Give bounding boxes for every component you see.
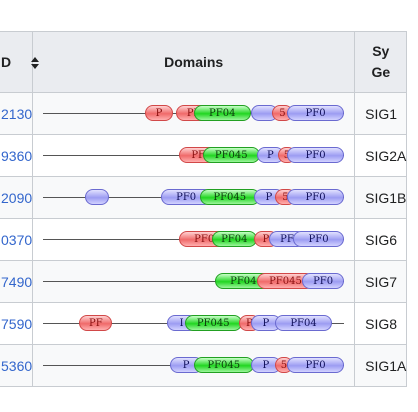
id-cell: 5360	[0, 344, 34, 387]
domain-pill[interactable]: PF045	[184, 315, 242, 331]
domain-track: PF04 PF045 PF0	[33, 261, 354, 302]
domains-cell: PF0 PF045 P 5 PF0	[32, 176, 356, 219]
symbol-cell: SIG7	[354, 260, 408, 303]
domains-cell: PFPF045P5PF0	[32, 134, 356, 177]
column-header-symbol-line1: Sy	[372, 43, 390, 59]
sequence-line	[43, 281, 345, 282]
domain-pill[interactable]: PF0	[292, 231, 345, 247]
table-row: 2090 PF0 PF045 P 5 PF0 SIG1B	[0, 176, 408, 219]
gene-symbol: SIG7	[365, 273, 398, 290]
domain-pill[interactable]: PF0	[302, 273, 345, 289]
domain-pill[interactable]: P	[256, 147, 284, 163]
table-body: 2130PPFPF045PF0SIG19360PFPF045P5PF0SIG2A…	[0, 92, 408, 387]
domains-cell: PF0 PF04 P PF PF0	[32, 218, 356, 261]
gene-symbol: SIG8	[365, 315, 398, 332]
domains-cell: P PF045 P 5 PF0	[32, 344, 356, 387]
id-cell: 7490	[0, 260, 34, 303]
domain-pill[interactable]	[85, 189, 110, 205]
id-cell: 9360	[0, 134, 34, 177]
symbol-cell: SIG1B	[354, 176, 408, 219]
domain-track: PFPF045P5PF0	[33, 135, 354, 176]
domain-pill[interactable]: PF0	[286, 189, 345, 205]
gene-symbol: SIG1B	[365, 189, 407, 206]
gene-table: D Domains Sy Ge 2130PPFPF045PF0SIG19360P…	[0, 31, 408, 387]
symbol-cell: SIG6	[354, 218, 408, 261]
domains-cell: PF I PF045 P P PF04	[32, 302, 356, 345]
symbol-cell: SIG2A	[354, 134, 408, 177]
gene-symbol: SIG2A	[365, 147, 407, 164]
table-row: 5360 P PF045 P 5 PF0 SIG1A	[0, 344, 408, 387]
column-header-symbol: Sy Ge	[354, 31, 408, 93]
table-row: 9360PFPF045P5PF0 SIG2A	[0, 134, 408, 177]
gene-symbol: SIG6	[365, 231, 398, 248]
page-top-area	[0, 0, 418, 31]
gene-id-link[interactable]: 0370	[1, 231, 33, 248]
gene-id-link[interactable]: 7490	[1, 273, 33, 290]
symbol-cell: SIG1A	[354, 344, 408, 387]
domain-track: PF0 PF04 P PF PF0	[33, 219, 354, 260]
domain-pill[interactable]: PF04	[211, 231, 257, 247]
gene-symbol: SIG1A	[365, 357, 407, 374]
column-header-domains-label: Domains	[164, 54, 224, 70]
gene-id-link[interactable]: 9360	[1, 147, 33, 164]
gene-id-link[interactable]: 2130	[1, 105, 33, 122]
domains-cell: PPFPF045PF0	[32, 92, 356, 135]
column-header-id[interactable]: D	[0, 31, 39, 93]
domain-track: P PF045 P 5 PF0	[33, 345, 354, 386]
id-cell: 2090	[0, 176, 34, 219]
domain-track: PF0 PF045 P 5 PF0	[33, 177, 354, 218]
column-header-symbol-line2: Ge	[371, 64, 391, 80]
domains-cell: PF04 PF045 PF0	[32, 260, 356, 303]
table-row: 7490 PF04 PF045 PF0 SIG7	[0, 260, 408, 303]
gene-id-link[interactable]: 7590	[1, 315, 33, 332]
id-cell: 7590	[0, 302, 34, 345]
gene-id-link[interactable]: 2090	[1, 189, 33, 206]
column-header-domains: Domains	[32, 31, 356, 93]
domain-pill[interactable]: PF0	[286, 357, 345, 373]
id-cell: 2130	[0, 92, 34, 135]
domain-track: PPFPF045PF0	[33, 93, 354, 134]
symbol-cell: SIG8	[354, 302, 408, 345]
domain-pill[interactable]: PF045	[193, 357, 254, 373]
symbol-cell: SIG1	[354, 92, 408, 135]
sort-arrows-icon[interactable]	[31, 57, 39, 69]
domain-pill[interactable]: PF045	[202, 147, 260, 163]
table-row: 7590 PF I PF045 P P PF04 SIG8	[0, 302, 408, 345]
table-header-row: D Domains Sy Ge	[0, 31, 408, 93]
column-header-id-label: D	[1, 54, 12, 70]
domain-pill[interactable]: P	[145, 105, 173, 121]
domain-pill[interactable]: PF	[79, 315, 113, 331]
domain-track: PF I PF045 P P PF04	[33, 303, 354, 344]
gene-id-link[interactable]: 5360	[1, 357, 33, 374]
gene-symbol: SIG1	[365, 105, 398, 122]
domain-pill[interactable]: PF04	[274, 315, 333, 331]
domain-pill[interactable]: PF045	[199, 189, 260, 205]
table-row: 0370 PF0 PF04 P PF PF0 SIG6	[0, 218, 408, 261]
id-cell: 0370	[0, 218, 34, 261]
domain-pill[interactable]: PF0	[286, 147, 345, 163]
domain-pill[interactable]: PF0	[286, 105, 345, 121]
domain-pill[interactable]: PF04	[193, 105, 251, 121]
table-row: 2130PPFPF045PF0 SIG1	[0, 92, 408, 135]
